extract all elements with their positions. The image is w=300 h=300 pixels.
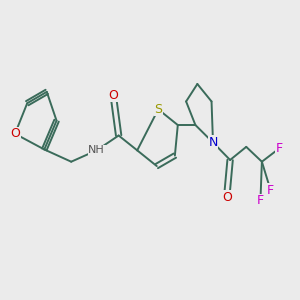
Text: F: F (257, 194, 264, 208)
Text: O: O (10, 127, 20, 140)
Text: F: F (275, 142, 283, 155)
Text: F: F (267, 184, 274, 197)
Text: O: O (108, 89, 118, 102)
Text: O: O (222, 191, 232, 204)
Text: N: N (208, 136, 218, 149)
Text: NH: NH (88, 146, 105, 155)
Text: S: S (154, 103, 162, 116)
